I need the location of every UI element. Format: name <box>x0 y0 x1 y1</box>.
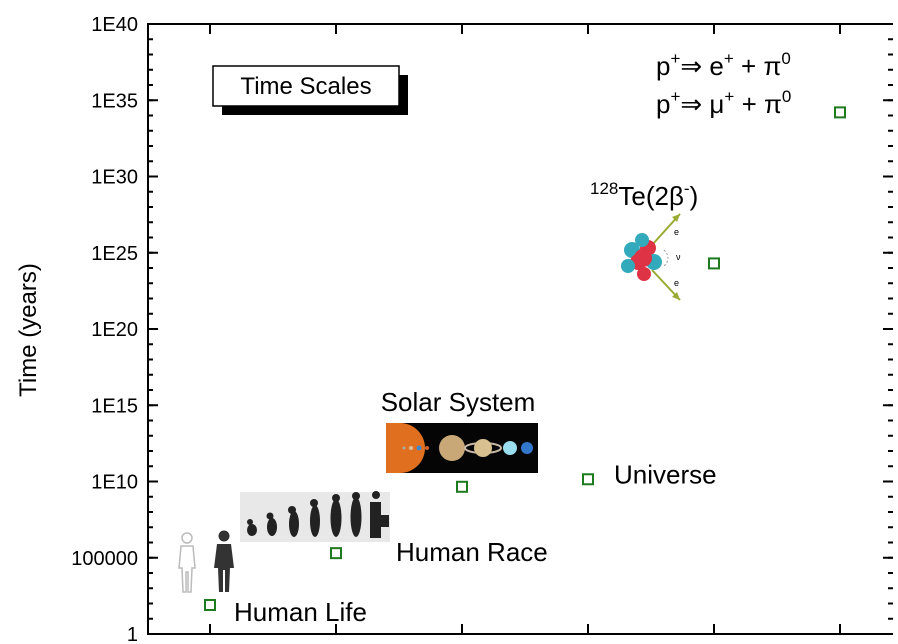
nucleus-image: e ν e <box>621 213 681 301</box>
data-point <box>834 106 846 119</box>
annotation-text: + π <box>734 51 782 81</box>
y-tick-label: 1E25 <box>91 243 138 265</box>
annotation-superscript: + <box>670 87 680 106</box>
y-tick-label: 1E40 <box>91 14 138 36</box>
y-tick-label: 100000 <box>71 548 138 570</box>
svg-text:e: e <box>674 227 679 237</box>
annotation-text: + π <box>734 89 782 119</box>
point-label: Solar System <box>381 387 536 417</box>
annotation-superscript: 0 <box>781 49 790 68</box>
annotation: p+⇒ e+ + π0 <box>656 49 791 81</box>
annotation-text: ⇒ e <box>680 51 723 81</box>
annotation: p+⇒ μ+ + π0 <box>656 87 791 119</box>
annotation-text: Te(2β <box>618 181 684 211</box>
annotation-superscript: 0 <box>782 87 791 106</box>
data-point <box>204 598 216 611</box>
y-tick-label: 1E10 <box>91 472 138 494</box>
data-point <box>582 473 594 486</box>
point-label: Universe <box>614 459 717 489</box>
box-title: Time Scales <box>240 73 371 100</box>
annotation: 128Te(2β-) <box>590 179 698 211</box>
annotation-superscript: + <box>724 87 734 106</box>
y-tick-label: 1 <box>127 624 138 644</box>
evolution-image <box>240 491 390 542</box>
annotation-superscript: - <box>684 179 690 198</box>
svg-text:ν: ν <box>676 252 681 262</box>
human-silhouettes <box>178 530 234 593</box>
y-tick-label: 1E30 <box>91 167 138 189</box>
y-axis-label: Time (years) <box>15 263 42 397</box>
data-point <box>708 257 720 270</box>
data-point <box>330 547 342 560</box>
data-point <box>456 480 468 493</box>
y-tick-label: 1E15 <box>91 395 138 417</box>
annotation-superscript: + <box>670 49 680 68</box>
annotation-superscript: + <box>724 49 734 68</box>
solar-system-image <box>386 423 538 473</box>
annotation-superscript: 128 <box>590 179 618 198</box>
y-tick-label: 1E20 <box>91 319 138 341</box>
title-box <box>212 65 400 107</box>
annotation-text: ) <box>690 181 699 211</box>
annotation-text: ⇒ μ <box>680 89 724 119</box>
annotation-text: p <box>656 89 670 119</box>
annotation-text: p <box>656 51 670 81</box>
y-tick-label: 1E35 <box>91 90 138 112</box>
point-label: Human Life <box>234 597 367 627</box>
svg-text:e: e <box>674 278 679 288</box>
point-label: Human Race <box>396 537 548 567</box>
